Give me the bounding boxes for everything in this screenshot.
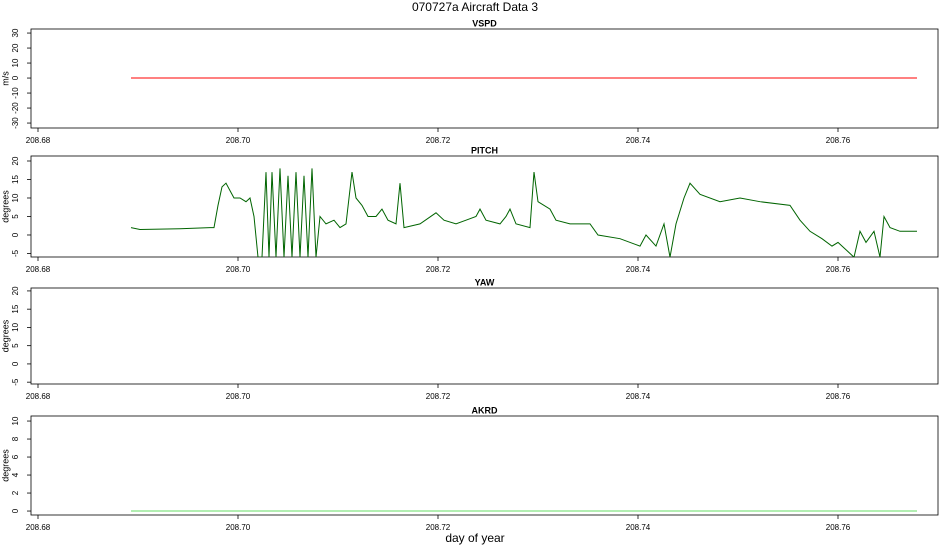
x-tick-label: 208.68 <box>26 136 51 145</box>
data-line <box>130 168 917 257</box>
y-tick-label: -20 <box>11 102 20 114</box>
x-tick-label: 208.76 <box>826 523 851 532</box>
y-tick-label: 6 <box>11 454 20 459</box>
y-tick-label: 0 <box>11 361 20 366</box>
plot-frame <box>30 287 939 385</box>
y-tick-label: 0 <box>11 508 20 513</box>
y-axis-label: degrees <box>0 449 10 482</box>
x-tick-label: 208.68 <box>26 392 51 401</box>
y-tick-label: 0 <box>11 75 20 80</box>
y-axis-label: degrees <box>0 319 10 352</box>
y-tick-label: 8 <box>11 436 20 441</box>
y-tick-label: 5 <box>11 343 20 348</box>
plot-frame <box>30 415 939 516</box>
y-tick-label: -10 <box>11 87 20 99</box>
y-tick-label: 10 <box>11 58 20 67</box>
chart-title: 070727a Aircraft Data 3 <box>412 0 538 14</box>
y-tick-label: 15 <box>11 174 20 183</box>
plot-frame <box>30 155 939 258</box>
x-tick-label: 208.74 <box>626 392 651 401</box>
x-tick-label: 208.68 <box>26 265 51 274</box>
y-tick-label: -5 <box>11 249 20 257</box>
x-tick-label: 208.70 <box>226 136 251 145</box>
panel-title: VSPD <box>472 18 497 28</box>
x-tick-label: 208.74 <box>626 265 651 274</box>
x-tick-label: 208.76 <box>826 392 851 401</box>
y-tick-label: 15 <box>11 304 20 313</box>
panel-title: YAW <box>475 277 495 287</box>
x-tick-label: 208.70 <box>226 523 251 532</box>
x-tick-label: 208.68 <box>26 523 51 532</box>
x-tick-label: 208.70 <box>226 392 251 401</box>
panel-title: AKRD <box>472 405 498 415</box>
x-tick-label: 208.76 <box>826 265 851 274</box>
x-tick-label: 208.76 <box>826 136 851 145</box>
y-tick-label: 2 <box>11 490 20 495</box>
plot-frame <box>30 28 939 129</box>
y-axis-label: m/s <box>0 71 10 86</box>
y-tick-label: 10 <box>11 416 20 425</box>
x-tick-label: 208.72 <box>426 136 451 145</box>
y-tick-label: -30 <box>11 117 20 129</box>
x-tick-label: 208.70 <box>226 265 251 274</box>
y-tick-label: 10 <box>11 322 20 331</box>
y-tick-label: 0 <box>11 232 20 237</box>
y-tick-label: 20 <box>11 43 20 52</box>
y-axis-label: degrees <box>0 190 10 223</box>
x-axis-label: day of year <box>445 531 504 545</box>
y-tick-label: 5 <box>11 214 20 219</box>
y-tick-label: 20 <box>11 286 20 295</box>
x-tick-label: 208.72 <box>426 265 451 274</box>
y-tick-label: -5 <box>11 378 20 386</box>
x-tick-label: 208.72 <box>426 523 451 532</box>
y-tick-label: 10 <box>11 193 20 202</box>
x-tick-label: 208.72 <box>426 392 451 401</box>
y-tick-label: 4 <box>11 472 20 477</box>
x-tick-label: 208.74 <box>626 136 651 145</box>
y-tick-label: 30 <box>11 28 20 37</box>
x-tick-label: 208.74 <box>626 523 651 532</box>
y-tick-label: 20 <box>11 156 20 165</box>
panel-title: PITCH <box>471 145 498 155</box>
